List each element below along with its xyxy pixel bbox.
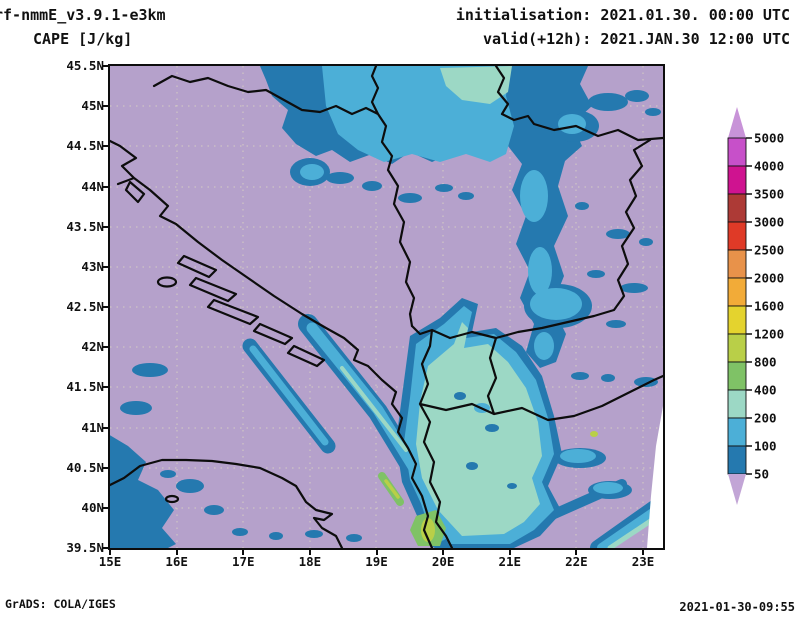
colorbar: 5000 4000 3500 3000 2500 2000 1600 1200 800 400 20… <box>726 104 796 514</box>
lat-tick-mark <box>102 145 109 148</box>
lat-tick-mark <box>102 65 109 67</box>
colorbar-tick-label: 3500 <box>754 187 784 202</box>
colorbar-segment <box>727 165 747 195</box>
colorbar-tick-label: 1600 <box>754 299 784 314</box>
colorbar-segment <box>727 305 747 335</box>
no-data-region <box>647 406 663 548</box>
cape-field <box>110 66 663 548</box>
lat-tick-mark <box>102 466 109 469</box>
lat-tick-label: 42N <box>81 339 104 355</box>
lon-tick-mark <box>375 548 378 555</box>
lat-tick-mark <box>102 547 109 549</box>
colorbar-tick-label: 2500 <box>754 243 784 258</box>
cape-map <box>110 66 663 548</box>
lon-tick-mark <box>575 548 578 555</box>
colorbar-over-arrow <box>728 107 746 138</box>
lon-tick-mark <box>242 548 245 555</box>
colorbar-tick-label: 1200 <box>754 327 784 342</box>
lat-tick-label: 42.5N <box>66 299 104 314</box>
colorbar-segment <box>727 221 747 251</box>
lon-tick-mark <box>508 548 511 555</box>
model-title: rf-nmmE_v3.9.1-e3km <box>0 6 166 24</box>
creation-timestamp: 2021-01-30-09:55 <box>679 600 795 614</box>
lat-tick-label: 40N <box>81 499 104 515</box>
colorbar-segment <box>727 137 747 167</box>
lat-tick-mark <box>102 386 109 389</box>
lat-tick-label: 43N <box>81 258 104 274</box>
lon-tick-mark <box>642 548 644 555</box>
lon-tick-mark <box>175 548 178 555</box>
variable-title: CAPE [J/kg] <box>33 30 133 48</box>
lat-tick-mark <box>102 265 109 268</box>
valid-time-label: valid(+12h): 2021.JAN.30 12:00 UTC <box>482 30 790 48</box>
initialisation-label: initialisation: 2021.01.30. 00:00 UTC <box>455 6 790 24</box>
colorbar-segment <box>727 389 747 419</box>
lat-tick-label: 40.5N <box>66 459 104 475</box>
lat-tick-mark <box>102 426 109 429</box>
lat-tick-mark <box>102 185 109 188</box>
map-plot-area <box>108 64 665 550</box>
colorbar-tick-label: 3000 <box>754 215 784 230</box>
coastlines-borders <box>110 66 663 548</box>
colorbar-tick-label: 400 <box>754 383 777 398</box>
grads-credit: GrADS: COLA/IGES <box>5 597 116 611</box>
lat-tick-mark <box>102 306 109 308</box>
lon-tick-label: 15E <box>98 554 122 569</box>
lon-tick-label: 16E <box>165 554 188 569</box>
colorbar-tick-label: 100 <box>754 439 777 454</box>
lon-tick-label: 23E <box>631 554 655 569</box>
colorbar-tick-label: 2000 <box>754 271 784 286</box>
lat-tick-label: 41.5N <box>66 379 104 395</box>
colorbar-scale: 5000 4000 3500 3000 2500 2000 1600 1200 800 400 20… <box>727 107 784 505</box>
lat-tick-mark <box>102 346 109 349</box>
lat-tick-mark <box>102 105 109 108</box>
colorbar-segment <box>727 193 747 223</box>
lon-tick-mark <box>109 548 111 555</box>
lat-tick-label: 39.5N <box>66 540 104 555</box>
colorbar-segment <box>727 445 747 475</box>
colorbar-segment <box>727 417 747 447</box>
colorbar-under-arrow <box>728 474 746 505</box>
lat-tick-label: 44.5N <box>66 138 104 154</box>
lon-tick-label: 18E <box>298 554 322 569</box>
lat-tick-label: 45.5N <box>66 58 104 73</box>
lat-tick-mark <box>102 225 109 228</box>
lon-tick-label: 20E <box>431 554 455 569</box>
lon-tick-mark <box>442 548 445 555</box>
colorbar-tick-label: 4000 <box>754 159 784 174</box>
lat-tick-mark <box>102 506 109 509</box>
lon-tick-label: 17E <box>231 554 255 569</box>
colorbar-tick-label: 5000 <box>754 131 784 146</box>
colorbar-segment <box>727 277 747 307</box>
lat-tick-label: 43.5N <box>66 218 104 234</box>
lon-tick-label: 22E <box>565 554 588 569</box>
colorbar-segment <box>727 333 747 363</box>
lat-tick-label: 44N <box>81 178 104 194</box>
colorbar-tick-label: 800 <box>754 355 777 370</box>
colorbar-segment <box>727 361 747 391</box>
lon-tick-mark <box>308 548 311 555</box>
lat-tick-label: 41N <box>81 419 104 435</box>
lat-tick-label: 45N <box>81 98 104 114</box>
colorbar-tick-label: 200 <box>754 411 777 426</box>
colorbar-segment <box>727 249 747 279</box>
colorbar-tick-label: 50 <box>754 467 769 482</box>
lon-tick-label: 21E <box>498 554 522 569</box>
lon-tick-label: 19E <box>365 554 388 569</box>
